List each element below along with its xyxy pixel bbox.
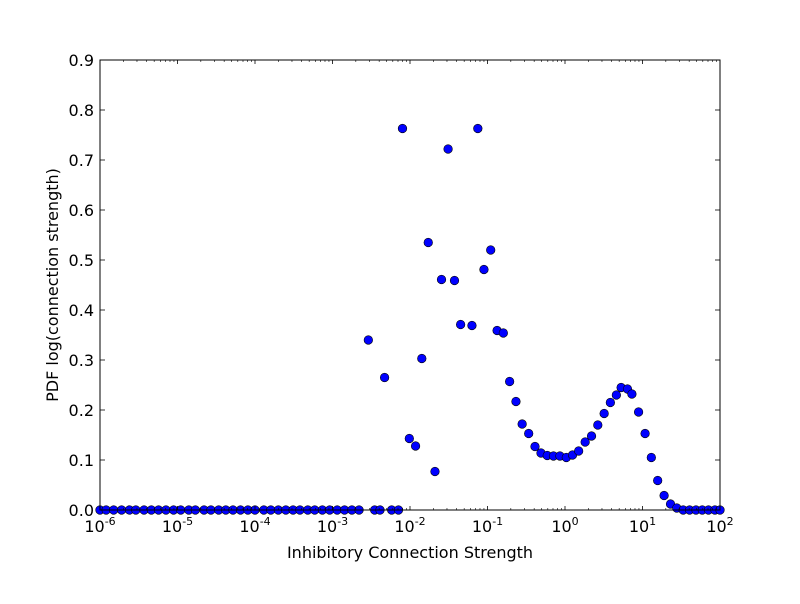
y-tick-label: 0.3 xyxy=(69,351,94,370)
x-tick-label: 101 xyxy=(629,515,656,536)
x-tick-label: 10-1 xyxy=(472,515,503,536)
data-point xyxy=(436,274,447,285)
y-tick-label: 0.7 xyxy=(69,151,94,170)
x-tick-label: 10-5 xyxy=(162,515,193,536)
data-point xyxy=(580,437,590,447)
data-point xyxy=(530,441,540,452)
data-point xyxy=(517,419,527,429)
x-tick-label: 10-3 xyxy=(317,515,348,536)
data-point xyxy=(417,353,427,364)
y-tick-label: 0.1 xyxy=(69,451,94,470)
x-tick-label: 10-2 xyxy=(394,515,425,536)
data-point xyxy=(379,372,390,383)
x-tick-label: 102 xyxy=(706,515,733,536)
data-point xyxy=(423,237,433,248)
data-point xyxy=(646,452,656,463)
y-tick-label: 0.6 xyxy=(69,201,94,220)
data-point xyxy=(456,319,466,330)
data-point xyxy=(404,433,414,444)
data-point xyxy=(430,466,440,477)
data-point xyxy=(449,275,460,286)
data-point xyxy=(574,446,584,456)
x-tick-label: 10-4 xyxy=(239,515,270,536)
data-point xyxy=(611,390,621,400)
x-tick-label: 100 xyxy=(551,515,578,536)
data-point xyxy=(443,144,453,154)
data-point xyxy=(524,428,534,439)
data-point xyxy=(511,396,521,407)
data-point xyxy=(473,123,483,134)
y-axis-ticks: 0.0 0.1 0.2 0.3 0.4 0.5 0.6 0.7 0.8 0.9 xyxy=(69,51,720,520)
data-point xyxy=(363,335,373,345)
data-point xyxy=(633,407,644,417)
data-point xyxy=(486,245,496,255)
data-point xyxy=(397,123,408,134)
data-point xyxy=(653,475,663,486)
data-point xyxy=(498,328,508,338)
data-point xyxy=(627,389,637,399)
data-point xyxy=(599,408,609,419)
y-axis-label: PDF log(connection strength) xyxy=(43,168,62,402)
y-tick-label: 0.9 xyxy=(69,51,94,70)
data-point xyxy=(479,264,489,275)
data-point xyxy=(640,428,650,439)
data-point xyxy=(605,397,615,408)
data-point xyxy=(505,376,515,387)
x-tick-label: 10-6 xyxy=(84,515,115,536)
data-point xyxy=(410,441,421,451)
y-tick-label: 0.2 xyxy=(69,401,94,420)
y-tick-label: 0.4 xyxy=(69,301,94,320)
x-axis-ticks: 10-6 10-5 10-4 10-3 10-2 10-1 100 101 102 xyxy=(84,60,734,536)
data-point xyxy=(586,431,597,441)
y-tick-label: 0.5 xyxy=(69,251,94,270)
data-point xyxy=(659,490,669,501)
y-tick-label: 0.8 xyxy=(69,101,94,120)
x-axis-label: Inhibitory Connection Strength xyxy=(287,543,533,562)
y-tick-label: 0.0 xyxy=(69,501,94,520)
data-point xyxy=(593,420,603,430)
data-point xyxy=(467,320,477,331)
